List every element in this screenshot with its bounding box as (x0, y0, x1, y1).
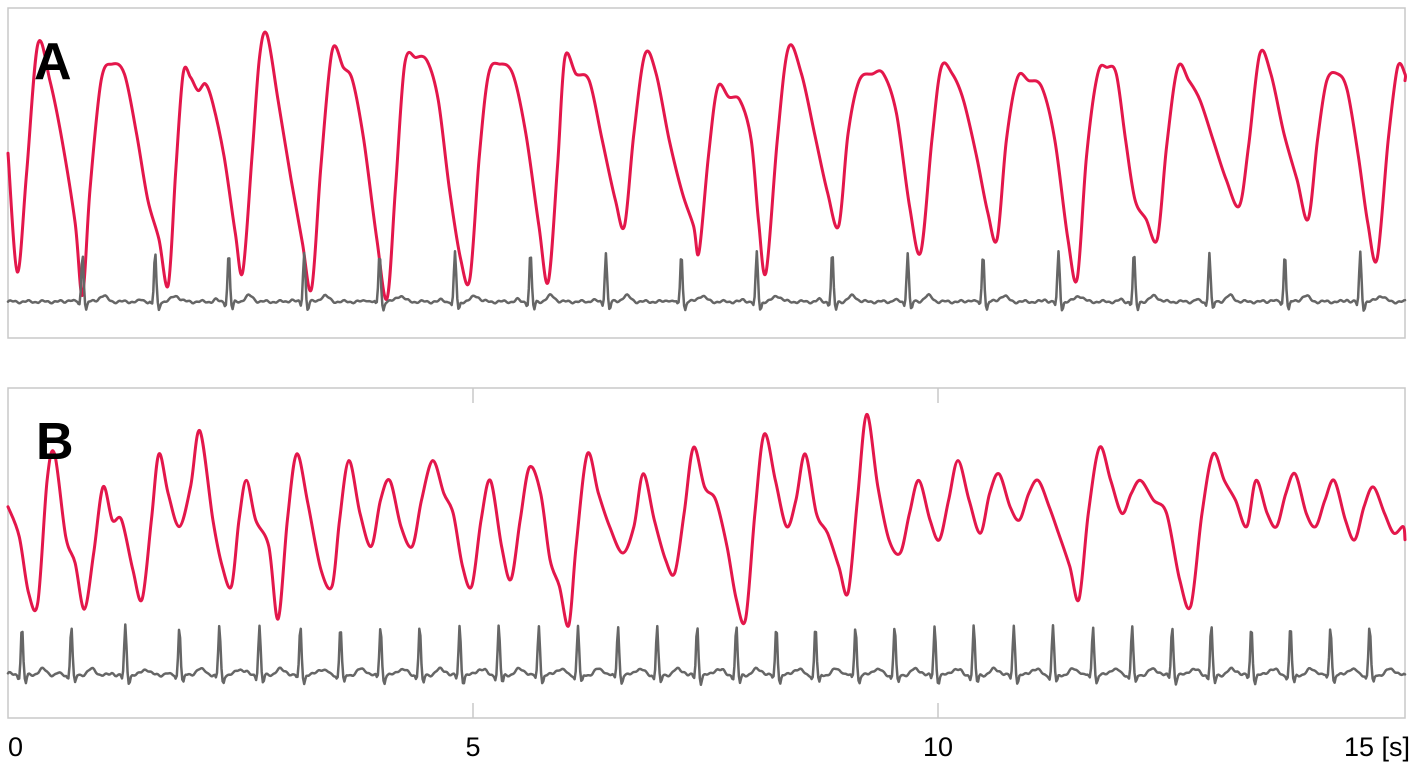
x-tick-label-10: 10 (923, 732, 953, 762)
x-tick-label-0: 0 (8, 732, 23, 762)
panel-a: A (6, 7, 1408, 339)
panel-b: B (6, 387, 1407, 719)
panel-a-ecg-line (6, 249, 1407, 312)
x-axis: 0 5 10 15 [s] (8, 732, 1410, 762)
panel-a-label: A (34, 33, 72, 91)
x-tick-label-15: 15 [s] (1344, 732, 1410, 762)
panel-b-ecg-line (6, 623, 1407, 687)
panel-b-pulse-waveform-line (6, 412, 1407, 628)
panel-b-label: B (36, 413, 74, 471)
panel-a-pulse-waveform-line (6, 30, 1408, 301)
x-tick-label-5: 5 (465, 732, 480, 762)
panel-b-frame (7, 387, 1406, 719)
